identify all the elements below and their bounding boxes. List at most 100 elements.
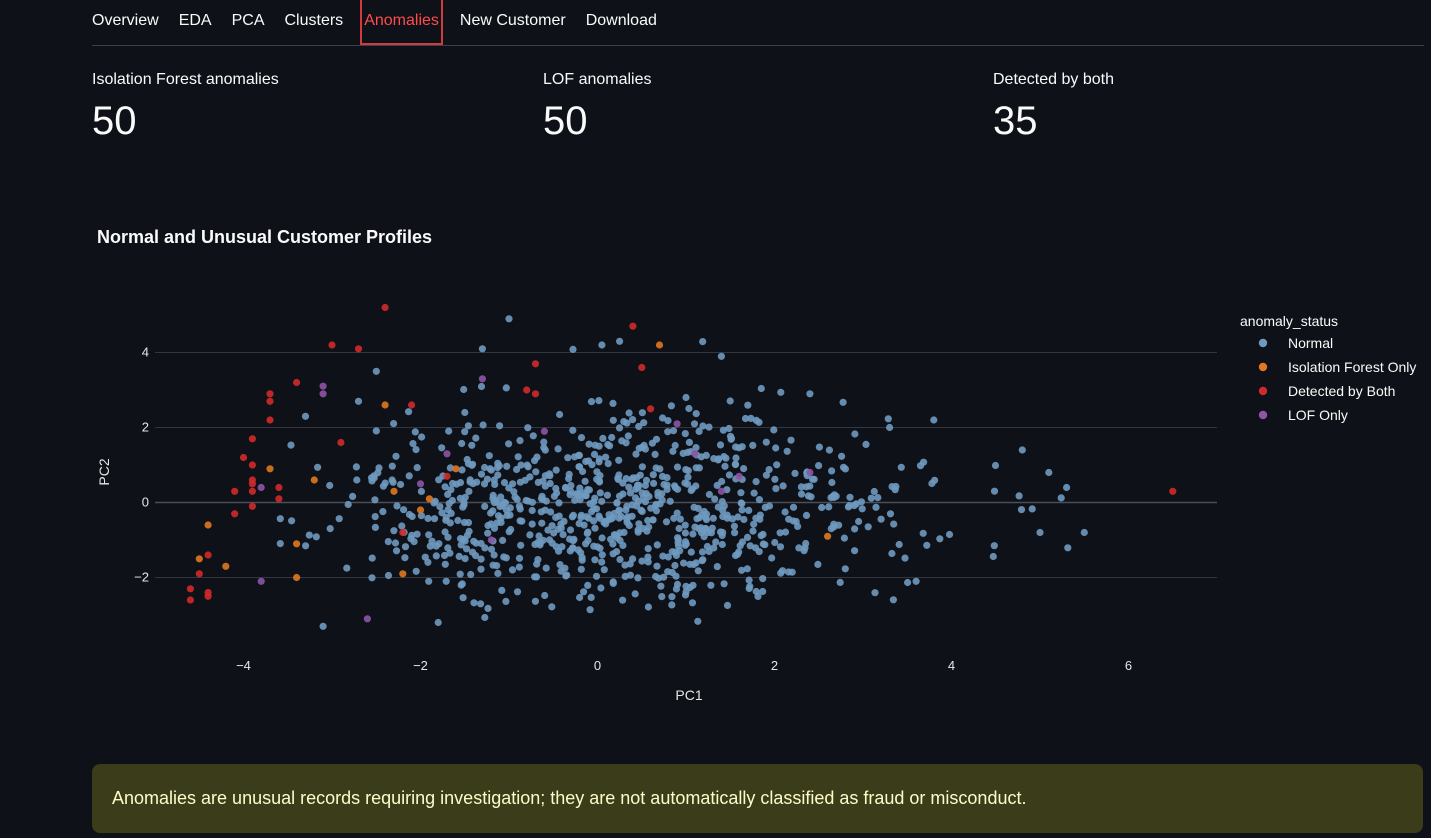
point-normal[interactable] — [381, 479, 389, 487]
point-detected-by-both[interactable] — [354, 345, 363, 353]
point-normal[interactable] — [692, 444, 700, 452]
point-normal[interactable] — [1015, 492, 1023, 500]
point-normal[interactable] — [615, 456, 623, 464]
point-normal[interactable] — [596, 489, 604, 497]
point-normal[interactable] — [397, 480, 405, 489]
point-normal[interactable] — [477, 600, 485, 608]
point-normal[interactable] — [725, 424, 733, 433]
point-normal[interactable] — [343, 564, 351, 572]
point-normal[interactable] — [574, 490, 582, 498]
point-normal[interactable] — [467, 570, 475, 579]
point-normal[interactable] — [595, 478, 604, 486]
point-normal[interactable] — [319, 622, 327, 630]
point-normal[interactable] — [667, 402, 676, 410]
point-normal[interactable] — [379, 508, 387, 516]
point-normal[interactable] — [610, 531, 619, 539]
point-detected-by-both[interactable] — [381, 303, 389, 312]
point-normal[interactable] — [477, 382, 486, 391]
point-detected-by-both[interactable] — [531, 360, 540, 368]
point-normal[interactable] — [490, 551, 498, 559]
point-normal[interactable] — [904, 578, 912, 587]
point-normal[interactable] — [591, 441, 599, 449]
point-normal[interactable] — [1064, 544, 1072, 552]
point-normal[interactable] — [569, 345, 577, 353]
point-normal[interactable] — [884, 415, 892, 423]
point-normal[interactable] — [553, 489, 561, 497]
point-normal[interactable] — [695, 525, 703, 533]
point-normal[interactable] — [384, 538, 392, 546]
point-normal[interactable] — [664, 553, 672, 561]
point-normal[interactable] — [445, 500, 453, 508]
point-normal[interactable] — [458, 439, 466, 448]
point-isolation-forest-only[interactable] — [824, 532, 832, 540]
point-normal[interactable] — [912, 577, 920, 585]
point-normal[interactable] — [494, 512, 503, 520]
point-detected-by-both[interactable] — [186, 596, 194, 604]
point-normal[interactable] — [465, 487, 473, 495]
point-normal[interactable] — [500, 479, 509, 487]
point-lof-only[interactable] — [735, 472, 743, 480]
point-normal[interactable] — [740, 515, 748, 524]
point-normal[interactable] — [649, 471, 657, 479]
point-normal[interactable] — [312, 533, 320, 541]
point-normal[interactable] — [750, 520, 758, 528]
point-normal[interactable] — [598, 534, 606, 542]
point-normal[interactable] — [371, 496, 379, 504]
point-normal[interactable] — [624, 432, 632, 440]
point-normal[interactable] — [638, 557, 646, 565]
point-lof-only[interactable] — [478, 375, 486, 383]
point-normal[interactable] — [616, 555, 624, 564]
point-normal[interactable] — [841, 565, 849, 573]
point-normal[interactable] — [629, 474, 637, 482]
point-detected-by-both[interactable] — [248, 480, 256, 488]
point-normal[interactable] — [457, 581, 465, 589]
point-normal[interactable] — [600, 566, 608, 574]
point-normal[interactable] — [430, 515, 439, 523]
point-normal[interactable] — [575, 463, 583, 471]
point-normal[interactable] — [1017, 506, 1026, 514]
point-normal[interactable] — [919, 529, 927, 537]
point-normal[interactable] — [757, 384, 765, 393]
point-normal[interactable] — [580, 588, 588, 596]
point-normal[interactable] — [608, 433, 616, 442]
point-normal[interactable] — [830, 520, 838, 528]
point-normal[interactable] — [561, 483, 570, 492]
legend-item[interactable]: LOF Only — [1288, 407, 1348, 423]
point-normal[interactable] — [456, 494, 464, 502]
point-normal[interactable] — [752, 416, 761, 424]
point-normal[interactable] — [494, 459, 502, 467]
point-normal[interactable] — [468, 441, 476, 449]
point-normal[interactable] — [481, 502, 489, 510]
point-normal[interactable] — [815, 443, 824, 451]
point-normal[interactable] — [592, 572, 601, 580]
point-normal[interactable] — [668, 568, 676, 577]
point-normal[interactable] — [806, 482, 814, 490]
point-normal[interactable] — [588, 461, 596, 469]
point-normal[interactable] — [619, 596, 627, 604]
point-normal[interactable] — [555, 499, 563, 507]
tab-eda[interactable]: EDA — [178, 12, 212, 29]
point-normal[interactable] — [632, 450, 640, 458]
point-normal[interactable] — [417, 487, 425, 495]
point-normal[interactable] — [759, 587, 767, 596]
point-normal[interactable] — [617, 512, 625, 521]
point-normal[interactable] — [615, 507, 623, 515]
point-isolation-forest-only[interactable] — [390, 487, 398, 495]
point-normal[interactable] — [721, 462, 729, 470]
point-normal[interactable] — [400, 506, 408, 514]
point-normal[interactable] — [568, 513, 577, 521]
point-normal[interactable] — [578, 556, 586, 564]
point-normal[interactable] — [852, 500, 860, 508]
point-normal[interactable] — [368, 477, 376, 485]
point-normal[interactable] — [732, 454, 740, 462]
point-normal[interactable] — [615, 471, 623, 479]
point-normal[interactable] — [524, 497, 532, 505]
point-normal[interactable] — [708, 524, 716, 532]
point-normal[interactable] — [515, 563, 523, 571]
point-normal[interactable] — [586, 606, 594, 614]
point-normal[interactable] — [503, 462, 511, 470]
point-normal[interactable] — [390, 420, 398, 428]
point-normal[interactable] — [461, 408, 469, 417]
point-normal[interactable] — [672, 551, 681, 560]
point-normal[interactable] — [666, 497, 674, 505]
